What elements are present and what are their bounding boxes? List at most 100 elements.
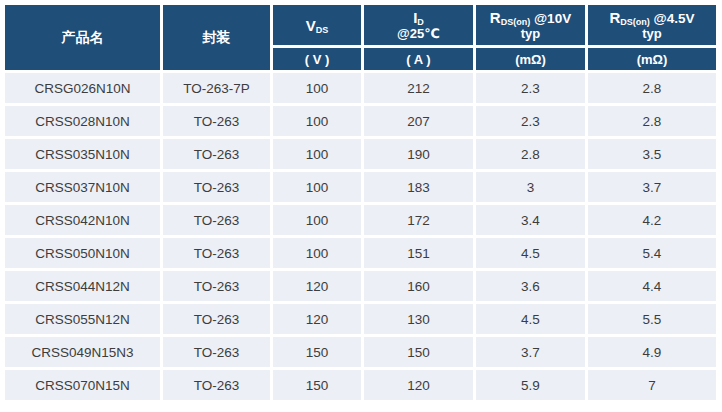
cell-rds_10v: 3.4 <box>476 205 585 235</box>
cell-package: TO-263 <box>163 106 270 136</box>
table-body: CRSG026N10NTO-263-7P1002122.32.8CRSS028N… <box>5 73 716 400</box>
rds45-condition: @4.5V <box>650 11 695 26</box>
cell-rds_4v5: 2.8 <box>588 73 716 103</box>
table-row: CRSS070N15NTO-2631501205.97 <box>5 370 716 400</box>
page: 产品名 封装 VDS ID @25℃ RDS(on) @10V typ RDS( <box>0 0 722 412</box>
col-header-product-label: 产品名 <box>62 29 104 45</box>
cell-rds_4v5: 4.2 <box>588 205 716 235</box>
rds10-symbol: R <box>490 9 501 26</box>
cell-id: 190 <box>364 139 473 169</box>
cell-package: TO-263 <box>163 205 270 235</box>
col-header-rds-4v5: RDS(on) @4.5V typ <box>588 5 716 45</box>
col-header-product: 产品名 <box>5 5 160 70</box>
table-row: CRSS050N10NTO-2631001514.55.4 <box>5 238 716 268</box>
table-row: CRSS035N10NTO-2631001902.83.5 <box>5 139 716 169</box>
cell-package: TO-263 <box>163 238 270 268</box>
cell-rds_10v: 5.9 <box>476 370 585 400</box>
table-row: CRSG026N10NTO-263-7P1002122.32.8 <box>5 73 716 103</box>
cell-rds_10v: 3.7 <box>476 337 585 367</box>
cell-product: CRSS044N12N <box>5 271 160 301</box>
cell-rds_4v5: 5.5 <box>588 304 716 334</box>
cell-product: CRSS050N10N <box>5 238 160 268</box>
vds-symbol: V <box>306 17 316 34</box>
rds45-typ-label: typ <box>592 27 712 41</box>
cell-product: CRSS028N10N <box>5 106 160 136</box>
rds45-subscript: DS(on) <box>620 17 650 27</box>
cell-rds_10v: 2.8 <box>476 139 585 169</box>
table-row: CRSS055N12NTO-2631201304.55.5 <box>5 304 716 334</box>
cell-vds: 100 <box>273 106 361 136</box>
unit-header-rds-10v: (mΩ) <box>476 48 585 70</box>
cell-package: TO-263 <box>163 271 270 301</box>
cell-id: 212 <box>364 73 473 103</box>
cell-product: CRSS055N12N <box>5 304 160 334</box>
cell-vds: 150 <box>273 337 361 367</box>
cell-rds_4v5: 3.5 <box>588 139 716 169</box>
cell-rds_4v5: 7 <box>588 370 716 400</box>
cell-package: TO-263 <box>163 304 270 334</box>
table-row: CRSS044N12NTO-2631201603.64.4 <box>5 271 716 301</box>
cell-vds: 150 <box>273 370 361 400</box>
cell-package: TO-263-7P <box>163 73 270 103</box>
vds-subscript: DS <box>316 25 329 35</box>
rds10-subscript: DS(on) <box>501 17 531 27</box>
cell-rds_10v: 2.3 <box>476 73 585 103</box>
cell-vds: 120 <box>273 304 361 334</box>
cell-rds_4v5: 4.4 <box>588 271 716 301</box>
cell-vds: 100 <box>273 139 361 169</box>
col-header-vds: VDS <box>273 5 361 45</box>
unit-header-id: ( A ) <box>364 48 473 70</box>
cell-rds_10v: 3.6 <box>476 271 585 301</box>
id-subscript: D <box>417 17 424 27</box>
table-row: CRSS028N10NTO-2631002072.32.8 <box>5 106 716 136</box>
col-header-rds-10v: RDS(on) @10V typ <box>476 5 585 45</box>
id-condition: @25℃ <box>368 27 469 41</box>
cell-product: CRSS070N15N <box>5 370 160 400</box>
cell-package: TO-263 <box>163 172 270 202</box>
cell-product: CRSS035N10N <box>5 139 160 169</box>
rds45-symbol: R <box>609 9 620 26</box>
table-row: CRSS042N10NTO-2631001723.44.2 <box>5 205 716 235</box>
cell-package: TO-263 <box>163 337 270 367</box>
cell-vds: 100 <box>273 205 361 235</box>
header-row-main: 产品名 封装 VDS ID @25℃ RDS(on) @10V typ RDS( <box>5 5 716 45</box>
id-symbol-line: ID <box>368 9 469 26</box>
cell-product: CRSG026N10N <box>5 73 160 103</box>
cell-rds_4v5: 4.9 <box>588 337 716 367</box>
cell-id: 151 <box>364 238 473 268</box>
rds45-symbol-line: RDS(on) @4.5V <box>592 9 712 26</box>
cell-product: CRSS049N15N3 <box>5 337 160 367</box>
table-header: 产品名 封装 VDS ID @25℃ RDS(on) @10V typ RDS( <box>5 5 716 70</box>
cell-rds_4v5: 5.4 <box>588 238 716 268</box>
unit-header-vds: ( V ) <box>273 48 361 70</box>
cell-id: 120 <box>364 370 473 400</box>
cell-product: CRSS042N10N <box>5 205 160 235</box>
rds10-typ-label: typ <box>480 27 581 41</box>
cell-rds_10v: 2.3 <box>476 106 585 136</box>
col-header-package-label: 封装 <box>203 29 231 45</box>
rds10-condition: @10V <box>530 11 571 26</box>
table-row: CRSS037N10NTO-26310018333.7 <box>5 172 716 202</box>
cell-rds_4v5: 3.7 <box>588 172 716 202</box>
cell-id: 150 <box>364 337 473 367</box>
col-header-id: ID @25℃ <box>364 5 473 45</box>
cell-rds_10v: 4.5 <box>476 304 585 334</box>
cell-vds: 100 <box>273 172 361 202</box>
rds10-symbol-line: RDS(on) @10V <box>480 9 581 26</box>
cell-product: CRSS037N10N <box>5 172 160 202</box>
table-row: CRSS049N15N3TO-2631501503.74.9 <box>5 337 716 367</box>
cell-rds_4v5: 2.8 <box>588 106 716 136</box>
cell-vds: 100 <box>273 73 361 103</box>
product-spec-table: 产品名 封装 VDS ID @25℃ RDS(on) @10V typ RDS( <box>2 2 719 403</box>
cell-rds_10v: 3 <box>476 172 585 202</box>
cell-vds: 100 <box>273 238 361 268</box>
cell-package: TO-263 <box>163 139 270 169</box>
cell-rds_10v: 4.5 <box>476 238 585 268</box>
cell-id: 183 <box>364 172 473 202</box>
cell-id: 160 <box>364 271 473 301</box>
unit-header-rds-4v5: (mΩ) <box>588 48 716 70</box>
col-header-package: 封装 <box>163 5 270 70</box>
cell-vds: 120 <box>273 271 361 301</box>
cell-id: 172 <box>364 205 473 235</box>
cell-package: TO-263 <box>163 370 270 400</box>
